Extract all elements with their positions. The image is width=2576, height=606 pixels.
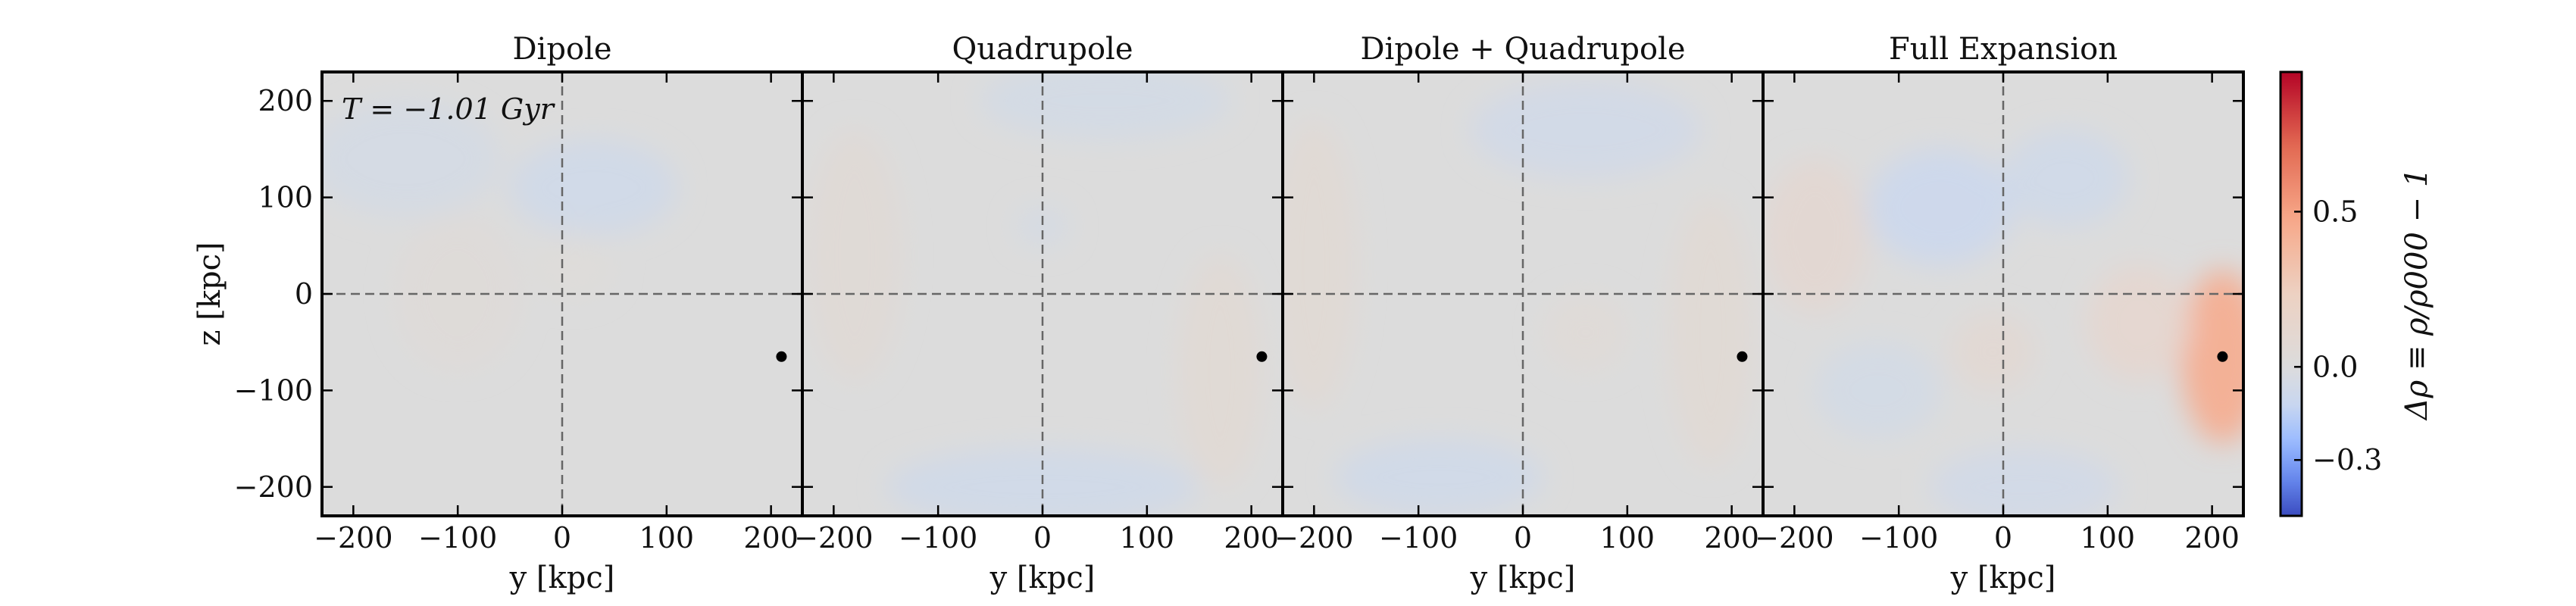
satellite-marker [1737, 351, 1748, 362]
density-field [1763, 72, 2243, 516]
density-contour [1930, 448, 2118, 516]
x-axis-label: y [kpc] [1470, 561, 1576, 595]
colorbar-gradient [2281, 72, 2302, 516]
y-tick-label: −100 [234, 373, 313, 407]
density-contour [1763, 158, 1868, 314]
density-contour [1016, 207, 1069, 246]
density-contour [1668, 197, 1753, 468]
colorbar-tick-label: 0.5 [2312, 195, 2358, 228]
density-contour [1471, 81, 1701, 179]
panel-3: −200 −100 0 100 200 Dipole + Quadrupole y [kpc… [1274, 32, 1765, 595]
panel-1: −200 −100 0 100 200 −200 −100 0 100 200 Dipole y [k… [192, 32, 804, 595]
panel-4: −200 −100 0 100 200 Full Expansion y [kpc] [1755, 32, 2245, 595]
density-contour [1283, 120, 1356, 410]
satellite-marker [776, 351, 787, 362]
x-tick-label: −100 [418, 521, 497, 554]
panel-title: Dipole [512, 32, 611, 67]
density-contour [322, 101, 500, 217]
density-contour [2003, 130, 2129, 226]
y-tick-label: 100 [258, 181, 313, 214]
y-tick-label: −200 [234, 470, 313, 504]
x-tick-label: −200 [1755, 521, 1834, 554]
x-axis-label: y [kpc] [509, 561, 615, 595]
x-tick-label: 100 [1600, 521, 1655, 554]
satellite-marker [2217, 351, 2228, 362]
density-contour [1815, 342, 1941, 439]
panel-title: Full Expansion [1889, 32, 2118, 67]
x-tick-label: 200 [2184, 521, 2240, 554]
density-contour [1178, 255, 1262, 487]
y-axis-label: z [kpc] [192, 242, 227, 345]
colorbar-tick-label: 0.0 [2312, 350, 2358, 383]
density-contour [1867, 148, 2014, 265]
x-axis-label: y [kpc] [1950, 561, 2056, 595]
x-tick-label: −100 [899, 521, 977, 554]
x-tick-label: −200 [314, 521, 392, 554]
x-tick-label: 0 [553, 521, 571, 554]
time-label: T = −1.01 Gyr [342, 92, 556, 126]
colorbar-frame [2279, 70, 2303, 517]
y-tick-label: 0 [295, 277, 313, 311]
density-contour [530, 231, 614, 299]
x-tick-label: 0 [1033, 521, 1052, 554]
density-contour [2181, 270, 2243, 444]
x-tick-label: −100 [1379, 521, 1458, 554]
x-tick-label: 100 [2080, 521, 2136, 554]
colorbar-tick-label: −0.3 [2312, 443, 2382, 476]
density-contour [1951, 313, 2035, 391]
x-tick-label: 200 [1704, 521, 1759, 554]
satellite-marker [1256, 351, 1268, 362]
y-tick-label: 200 [258, 84, 313, 117]
density-contour [980, 72, 1231, 140]
x-tick-label: −200 [794, 521, 873, 554]
density-contour [807, 130, 902, 381]
panel-title: Quadrupole [952, 32, 1133, 67]
x-tick-label: 0 [1514, 521, 1532, 554]
x-axis-label: y [kpc] [989, 561, 1096, 595]
x-tick-label: 200 [1224, 521, 1279, 554]
x-tick-label: −100 [1859, 521, 1938, 554]
density-contour [1334, 439, 1544, 516]
colorbar: −0.3 0.0 0.5 Δρ ≡ ρ/ρ000 − 1 [2279, 70, 2434, 517]
density-contour [1543, 294, 1627, 371]
panel-frame [1762, 70, 2245, 517]
density-contour [2087, 264, 2192, 381]
x-tick-label: −200 [1274, 521, 1353, 554]
colorbar-label: Δρ ≡ ρ/ρ000 − 1 [2399, 168, 2434, 422]
x-tick-label: 0 [1994, 521, 2012, 554]
density-contour [510, 139, 677, 236]
x-tick-label: 100 [639, 521, 695, 554]
panel-2: −200 −100 0 100 200 Quadrupole y [kpc] [794, 32, 1284, 595]
x-tick-label: 100 [1120, 521, 1175, 554]
x-tick-label: 200 [743, 521, 799, 554]
panel-title: Dipole + Quadrupole [1360, 32, 1685, 67]
